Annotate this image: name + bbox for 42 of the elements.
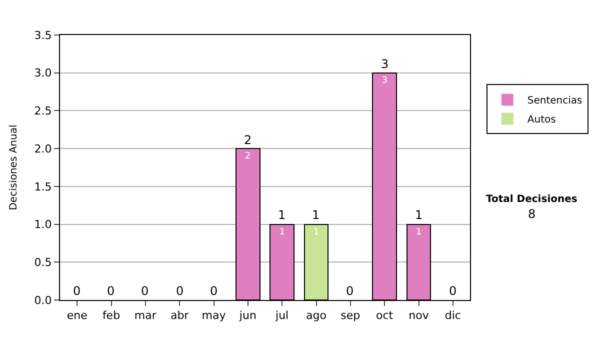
y-axis-title: Decisiones Anual xyxy=(8,124,20,210)
y-tick-label: 1.5 xyxy=(34,180,52,194)
legend-label: Autos xyxy=(527,114,556,126)
y-tick-label: 2.5 xyxy=(34,104,52,118)
data-label: 3 xyxy=(382,76,388,86)
y-tick-label: 0.5 xyxy=(34,256,52,269)
y-tick-label: 3.0 xyxy=(34,66,52,80)
y-tick-label: 1.0 xyxy=(34,218,52,232)
total-label: 1 xyxy=(312,208,320,222)
x-tick-label: feb xyxy=(102,309,120,322)
total-label: 0 xyxy=(176,284,184,298)
total-label: 0 xyxy=(141,284,149,298)
text: Total Decisiones xyxy=(486,194,578,205)
x-tick-label: oct xyxy=(376,309,394,322)
data-label: 1 xyxy=(279,227,285,238)
total-label: 1 xyxy=(415,208,423,222)
total-label: 0 xyxy=(73,284,81,298)
x-tick-label: abr xyxy=(170,309,190,322)
x-tick-label: nov xyxy=(408,309,430,322)
data-label: 1 xyxy=(313,227,320,238)
y-tick-label: 3.5 xyxy=(34,28,52,42)
x-tick-label: may xyxy=(202,309,226,322)
x-tick-label: jul xyxy=(274,309,289,322)
x-tick-label: jun xyxy=(238,309,256,322)
total-label: 0 xyxy=(346,284,354,298)
total-label: 0 xyxy=(107,284,115,298)
total-label: 1 xyxy=(278,208,286,222)
y-tick-label: 2.0 xyxy=(34,142,52,156)
x-tick-label: ene xyxy=(66,309,88,322)
x-tick-label: dic xyxy=(444,309,461,322)
total-label: 0 xyxy=(210,284,218,298)
data-label: 1 xyxy=(416,227,422,238)
data-label: 2 xyxy=(245,152,251,162)
y-tick-label: 0.0 xyxy=(34,294,52,307)
x-tick-label: mar xyxy=(134,309,157,322)
total-label: 3 xyxy=(381,57,389,71)
total-label: 2 xyxy=(244,133,252,147)
legend-label: Sentencias xyxy=(527,96,582,107)
total-label: 0 xyxy=(449,284,457,298)
x-tick-label: sep xyxy=(340,309,360,322)
text: 8 xyxy=(528,207,536,221)
x-tick-label: ago xyxy=(306,309,327,322)
